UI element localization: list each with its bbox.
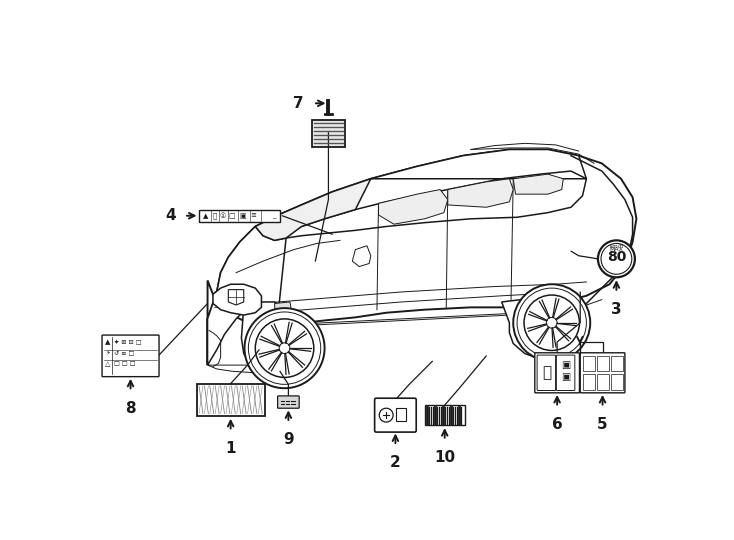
FancyBboxPatch shape xyxy=(102,335,159,377)
Circle shape xyxy=(524,295,579,350)
Text: ↺ ≡ □: ↺ ≡ □ xyxy=(115,350,135,355)
Text: km/h: km/h xyxy=(609,243,623,248)
Text: 6: 6 xyxy=(552,417,562,431)
Polygon shape xyxy=(352,246,371,267)
Text: 80: 80 xyxy=(607,251,626,264)
Polygon shape xyxy=(501,300,580,359)
FancyBboxPatch shape xyxy=(197,383,264,416)
Text: ▣
▣: ▣ ▣ xyxy=(561,361,570,382)
Circle shape xyxy=(598,240,635,278)
Polygon shape xyxy=(208,365,300,373)
FancyBboxPatch shape xyxy=(580,353,625,393)
FancyBboxPatch shape xyxy=(374,398,416,432)
Text: ▲: ▲ xyxy=(203,213,208,219)
Text: □ □ □: □ □ □ xyxy=(115,361,136,366)
Text: 7: 7 xyxy=(293,96,304,111)
Text: ⚡: ⚡ xyxy=(105,350,110,356)
FancyBboxPatch shape xyxy=(200,210,280,222)
Circle shape xyxy=(546,318,557,328)
Polygon shape xyxy=(379,190,448,224)
FancyBboxPatch shape xyxy=(535,353,579,393)
Circle shape xyxy=(279,343,290,354)
Text: ⛟: ⛟ xyxy=(213,212,217,219)
Text: MAX: MAX xyxy=(609,247,623,252)
Text: 2: 2 xyxy=(390,455,401,470)
Polygon shape xyxy=(513,174,563,194)
Text: ▣: ▣ xyxy=(239,213,246,219)
Circle shape xyxy=(244,308,324,388)
Text: _: _ xyxy=(272,213,275,219)
Polygon shape xyxy=(228,289,244,305)
Text: 10: 10 xyxy=(434,450,455,465)
Polygon shape xyxy=(448,179,513,207)
Text: 8: 8 xyxy=(126,401,136,415)
Text: △: △ xyxy=(105,361,110,367)
Circle shape xyxy=(513,284,590,361)
FancyBboxPatch shape xyxy=(277,396,299,408)
Text: ✦ ⊞ ⊟ □: ✦ ⊞ ⊟ □ xyxy=(115,339,142,345)
Polygon shape xyxy=(255,179,371,240)
Text: ≡: ≡ xyxy=(250,213,256,219)
Polygon shape xyxy=(213,284,261,315)
Text: 9: 9 xyxy=(283,432,294,447)
Text: ①: ① xyxy=(219,213,225,219)
Text: 3: 3 xyxy=(611,302,622,317)
Text: 4: 4 xyxy=(166,208,176,223)
Polygon shape xyxy=(208,150,636,365)
Polygon shape xyxy=(241,302,302,381)
Text: ⓕ: ⓕ xyxy=(542,365,551,380)
Text: 1: 1 xyxy=(225,441,236,456)
Polygon shape xyxy=(275,302,292,315)
Text: □: □ xyxy=(228,213,235,219)
Polygon shape xyxy=(208,226,286,365)
Circle shape xyxy=(255,319,314,377)
Polygon shape xyxy=(278,150,586,240)
Text: ▲: ▲ xyxy=(105,339,110,345)
FancyBboxPatch shape xyxy=(425,405,465,425)
Text: 5: 5 xyxy=(597,417,608,431)
FancyBboxPatch shape xyxy=(312,120,344,147)
